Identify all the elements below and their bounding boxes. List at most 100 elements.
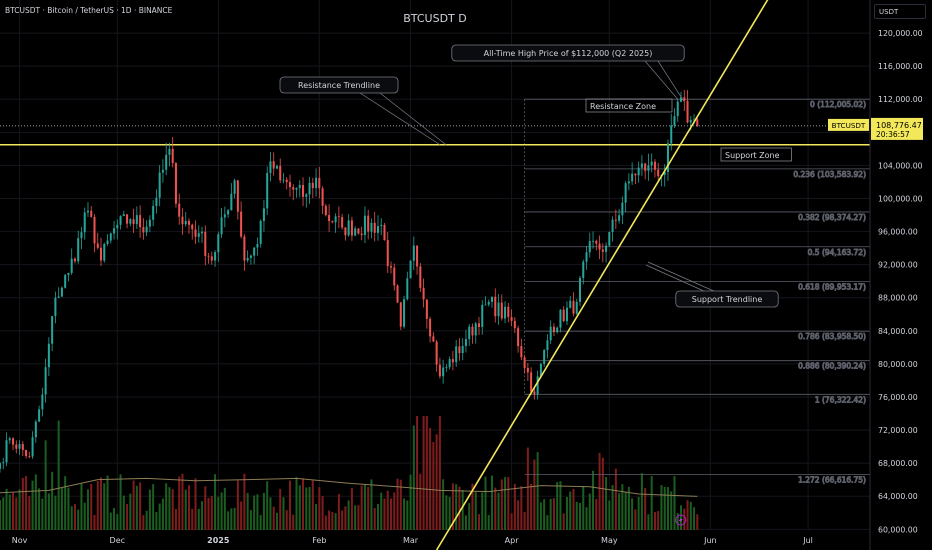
candle-body bbox=[171, 148, 174, 164]
volume-bar bbox=[31, 480, 34, 530]
candle-body bbox=[500, 302, 503, 319]
volume-bar bbox=[295, 477, 298, 530]
volume-bar bbox=[683, 508, 686, 530]
candle-body bbox=[451, 359, 454, 363]
candle-body bbox=[585, 252, 588, 262]
volume-bar bbox=[80, 483, 83, 530]
candle-body bbox=[129, 219, 132, 224]
candle-body bbox=[305, 194, 308, 197]
candle-body bbox=[233, 180, 236, 194]
volume-bar bbox=[194, 478, 197, 530]
volume-bar bbox=[416, 416, 419, 530]
volume-bar bbox=[119, 474, 122, 530]
fib-label: 0.5 (94,163.72) bbox=[808, 248, 866, 257]
volume-bar bbox=[214, 474, 217, 530]
candle-body bbox=[676, 101, 679, 117]
volume-bar bbox=[357, 505, 360, 530]
symbol-header: BTCUSDT · Bitcoin / TetherUS · 1D · BINA… bbox=[5, 6, 173, 15]
candle-body bbox=[680, 97, 683, 102]
volume-bar bbox=[83, 502, 86, 530]
candle-body bbox=[627, 181, 630, 184]
candle-body bbox=[533, 391, 536, 395]
volume-bar bbox=[670, 491, 673, 530]
candle-body bbox=[119, 216, 122, 225]
candle-body bbox=[187, 220, 190, 225]
volume-bar bbox=[640, 473, 643, 530]
fib-label: 0.236 (103,583.92) bbox=[793, 170, 866, 179]
candle-body bbox=[425, 299, 428, 319]
candle-body bbox=[214, 252, 217, 261]
currency-selector[interactable]: USDT bbox=[874, 4, 926, 19]
volume-bar bbox=[487, 515, 490, 530]
lightning-glyph bbox=[678, 517, 683, 523]
volume-bar bbox=[292, 514, 295, 530]
candle-body bbox=[634, 173, 637, 176]
volume-bar bbox=[360, 485, 363, 530]
volume-bar bbox=[484, 476, 487, 530]
volume-bar bbox=[601, 457, 604, 530]
candle-body bbox=[70, 258, 73, 273]
volume-bar bbox=[315, 504, 318, 530]
volume-bar bbox=[657, 511, 660, 530]
volume-bar bbox=[184, 489, 187, 530]
volume-bar bbox=[572, 488, 575, 530]
volume-bar bbox=[220, 492, 223, 530]
candle-body bbox=[631, 173, 634, 182]
volume-bar bbox=[393, 492, 396, 530]
volume-bar bbox=[438, 416, 441, 530]
volume-bar bbox=[100, 477, 103, 530]
candle-body bbox=[549, 326, 552, 341]
candle-body bbox=[259, 220, 262, 244]
y-tick-label: 68,000.00 bbox=[878, 459, 918, 468]
candle-body bbox=[106, 240, 109, 244]
candle-body bbox=[673, 116, 676, 126]
volume-bar bbox=[139, 482, 142, 530]
volume-bar bbox=[103, 483, 106, 530]
x-tick-label: Jul bbox=[802, 536, 813, 545]
candle-body bbox=[611, 219, 614, 232]
volume-bar bbox=[207, 497, 210, 530]
volume-bar bbox=[262, 492, 265, 530]
y-axis: 120,000.00116,000.00112,000.00108,000.00… bbox=[878, 29, 923, 534]
candle-body bbox=[666, 143, 669, 173]
candle-body bbox=[152, 205, 155, 220]
candle-body bbox=[432, 336, 435, 342]
volume-bar bbox=[666, 487, 669, 530]
volume-bar bbox=[28, 496, 31, 530]
volume-bar bbox=[236, 480, 239, 530]
volume-bar bbox=[158, 503, 161, 530]
candle-body bbox=[321, 188, 324, 206]
volume-bar bbox=[696, 514, 699, 530]
candle-body bbox=[354, 228, 357, 236]
candle-body bbox=[51, 316, 54, 344]
volume-bar bbox=[419, 473, 422, 530]
volume-bar bbox=[259, 515, 262, 530]
candle-body bbox=[256, 243, 259, 248]
volume-bar bbox=[285, 510, 288, 530]
candle-body bbox=[227, 210, 230, 215]
candle-body bbox=[86, 210, 89, 213]
candle-body bbox=[393, 267, 396, 286]
candle-body bbox=[689, 119, 692, 123]
volume-bar bbox=[135, 485, 138, 530]
candle-body bbox=[608, 231, 611, 246]
volume-bar bbox=[8, 494, 11, 530]
volume-bar bbox=[223, 487, 226, 530]
candle-body bbox=[644, 163, 647, 171]
candle-body bbox=[653, 161, 656, 170]
volume-bar bbox=[477, 514, 480, 530]
candle-body bbox=[412, 245, 415, 261]
candle-body bbox=[559, 309, 562, 328]
volume-bar bbox=[608, 500, 611, 530]
volume-bar bbox=[174, 509, 177, 530]
candle-body bbox=[279, 165, 282, 181]
y-tick-label: 76,000.00 bbox=[878, 393, 918, 402]
volume-bar bbox=[520, 486, 523, 530]
candle-body bbox=[295, 188, 298, 190]
candle-body bbox=[122, 214, 125, 217]
candle-body bbox=[595, 240, 598, 244]
price-tag-price: 108,776.47 bbox=[876, 121, 922, 130]
candle-body bbox=[243, 236, 246, 261]
